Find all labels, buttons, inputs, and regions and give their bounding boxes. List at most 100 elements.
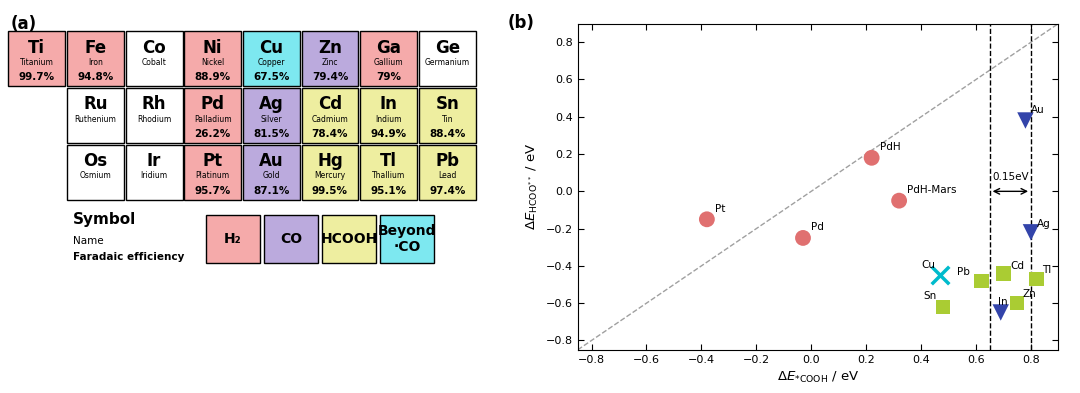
Text: Ruthenium: Ruthenium — [75, 115, 117, 124]
Text: Lead: Lead — [438, 171, 457, 180]
Text: Cadmium: Cadmium — [312, 115, 349, 124]
Text: Cu: Cu — [921, 260, 935, 270]
Text: Hg: Hg — [318, 152, 342, 170]
Text: 95.7%: 95.7% — [194, 186, 231, 196]
Text: Ga: Ga — [376, 39, 401, 57]
Point — [1028, 276, 1045, 282]
FancyBboxPatch shape — [205, 215, 259, 263]
FancyBboxPatch shape — [125, 145, 183, 200]
Point — [934, 304, 951, 310]
Point — [795, 235, 812, 241]
Text: Ag: Ag — [1037, 219, 1050, 229]
Text: Zn: Zn — [318, 39, 342, 57]
Text: HCOOH: HCOOH — [321, 232, 378, 246]
Text: Ni: Ni — [203, 39, 222, 57]
Point — [1016, 118, 1034, 124]
Text: (a): (a) — [11, 15, 37, 33]
Text: 94.9%: 94.9% — [370, 129, 407, 139]
FancyBboxPatch shape — [125, 31, 183, 86]
Text: 99.7%: 99.7% — [18, 72, 55, 82]
Text: Name: Name — [73, 235, 104, 246]
Text: Tl: Tl — [380, 152, 397, 170]
Text: Cobalt: Cobalt — [141, 58, 166, 67]
Text: Pd: Pd — [811, 222, 824, 232]
Point — [891, 198, 908, 204]
Text: PdH: PdH — [880, 142, 901, 152]
FancyBboxPatch shape — [9, 31, 65, 86]
FancyBboxPatch shape — [67, 88, 124, 143]
Point — [973, 278, 990, 284]
FancyBboxPatch shape — [67, 31, 124, 86]
Text: Thallium: Thallium — [372, 171, 405, 180]
FancyBboxPatch shape — [301, 31, 359, 86]
FancyBboxPatch shape — [264, 215, 318, 263]
Text: Silver: Silver — [260, 115, 282, 124]
FancyBboxPatch shape — [301, 145, 359, 200]
Text: Ru: Ru — [83, 95, 108, 114]
Text: Fe: Fe — [84, 39, 107, 57]
Text: Nickel: Nickel — [201, 58, 225, 67]
FancyBboxPatch shape — [67, 145, 124, 200]
Text: In: In — [380, 95, 397, 114]
FancyBboxPatch shape — [185, 31, 241, 86]
Text: In: In — [998, 297, 1008, 307]
FancyBboxPatch shape — [243, 88, 300, 143]
Text: Indium: Indium — [376, 115, 402, 124]
Y-axis label: $\Delta E_{\mathrm{HCOO}^{**}}$ / eV: $\Delta E_{\mathrm{HCOO}^{**}}$ / eV — [525, 143, 540, 230]
Text: 79%: 79% — [376, 72, 401, 82]
FancyBboxPatch shape — [361, 88, 417, 143]
Text: Pb: Pb — [435, 152, 459, 170]
Point — [993, 309, 1010, 316]
Text: 94.8%: 94.8% — [78, 72, 113, 82]
FancyBboxPatch shape — [185, 145, 241, 200]
Text: CO: CO — [280, 232, 302, 246]
Text: Osmium: Osmium — [80, 171, 111, 180]
X-axis label: $\Delta E_{*\mathrm{COOH}}$ / eV: $\Delta E_{*\mathrm{COOH}}$ / eV — [777, 370, 860, 385]
Text: 88.4%: 88.4% — [429, 129, 465, 139]
FancyBboxPatch shape — [322, 215, 376, 263]
Text: 79.4%: 79.4% — [312, 72, 348, 82]
FancyBboxPatch shape — [243, 31, 300, 86]
Text: 78.4%: 78.4% — [312, 129, 348, 139]
FancyBboxPatch shape — [361, 145, 417, 200]
Text: Sn: Sn — [435, 95, 459, 114]
Text: Zinc: Zinc — [322, 58, 338, 67]
Text: Ag: Ag — [259, 95, 284, 114]
Text: 88.9%: 88.9% — [194, 72, 231, 82]
Text: (b): (b) — [508, 14, 535, 32]
FancyBboxPatch shape — [380, 215, 434, 263]
Text: Titanium: Titanium — [19, 58, 54, 67]
Point — [1023, 229, 1040, 235]
Text: Gold: Gold — [262, 171, 280, 180]
Text: Ge: Ge — [434, 39, 460, 57]
Text: Beyond
·CO: Beyond ·CO — [378, 224, 436, 254]
Text: Ir: Ir — [147, 152, 161, 170]
FancyBboxPatch shape — [419, 31, 475, 86]
Text: Tin: Tin — [442, 115, 453, 124]
Text: Iron: Iron — [89, 58, 103, 67]
Text: Iridium: Iridium — [140, 171, 167, 180]
Text: Sn: Sn — [923, 291, 937, 301]
FancyBboxPatch shape — [419, 145, 475, 200]
Text: 81.5%: 81.5% — [253, 129, 289, 139]
FancyBboxPatch shape — [243, 145, 300, 200]
Point — [863, 154, 880, 161]
FancyBboxPatch shape — [125, 88, 183, 143]
Text: Pt: Pt — [203, 152, 222, 170]
Text: Pb: Pb — [957, 267, 970, 277]
Text: Au: Au — [259, 152, 284, 170]
Text: Mercury: Mercury — [314, 171, 346, 180]
Text: Faradaic efficiency: Faradaic efficiency — [73, 252, 185, 262]
Text: Cd: Cd — [318, 95, 342, 114]
Text: 0.15eV: 0.15eV — [993, 172, 1028, 182]
Text: Tl: Tl — [1042, 265, 1051, 275]
Text: 67.5%: 67.5% — [253, 72, 289, 82]
Text: Symbol: Symbol — [73, 211, 136, 226]
Text: Os: Os — [83, 152, 108, 170]
FancyBboxPatch shape — [361, 31, 417, 86]
Point — [699, 216, 716, 222]
Text: 95.1%: 95.1% — [370, 186, 407, 196]
Text: Au: Au — [1031, 105, 1044, 115]
Text: Palladium: Palladium — [194, 115, 231, 124]
Text: Platinum: Platinum — [195, 171, 230, 180]
